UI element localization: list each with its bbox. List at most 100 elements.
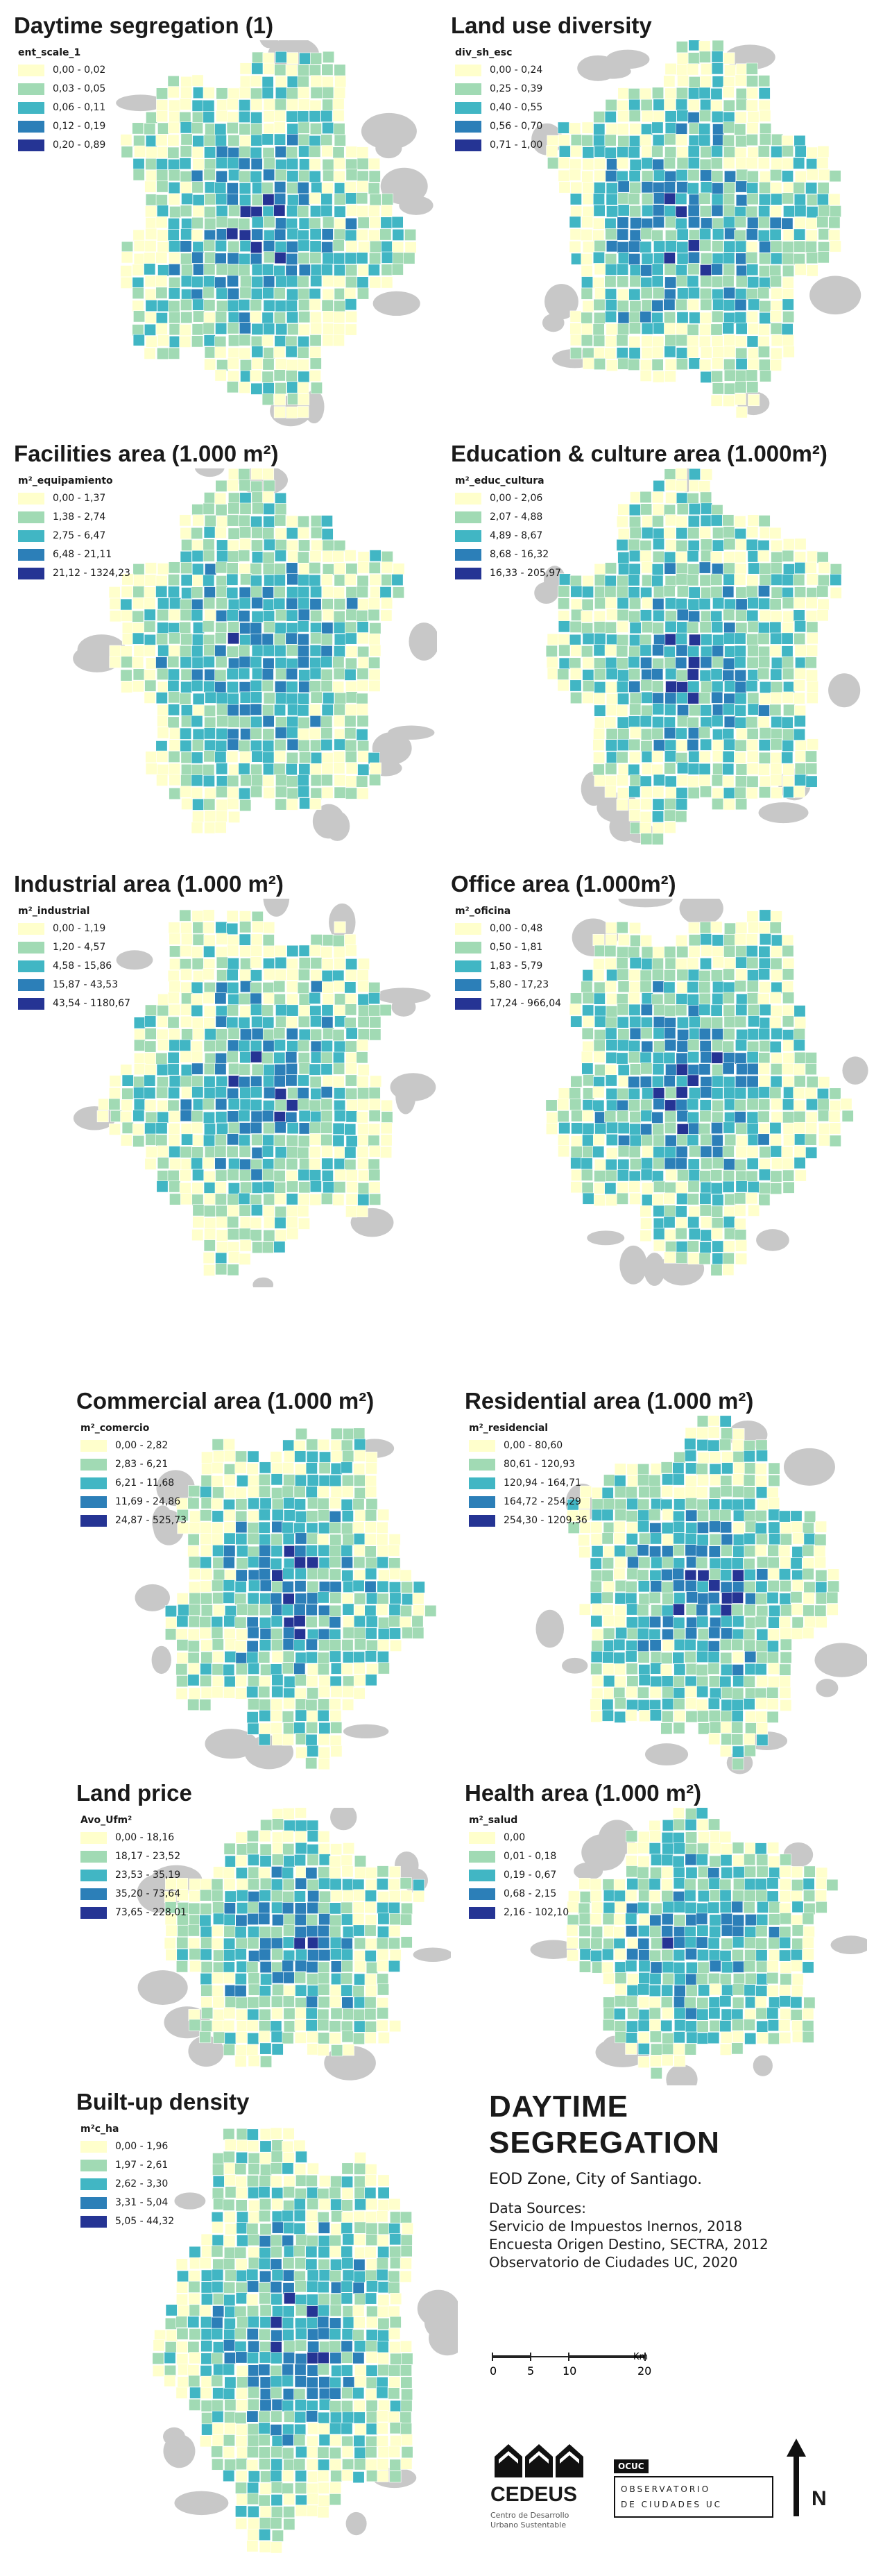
zone-cell: [238, 158, 250, 170]
zone-cell: [675, 468, 687, 480]
zone-cell: [791, 1915, 803, 1927]
zone-cell: [200, 1568, 213, 1581]
zone-cell: [744, 1604, 756, 1616]
zone-cell: [699, 1192, 712, 1205]
zone-cell: [216, 969, 229, 982]
zone-cell: [708, 1627, 721, 1639]
legend-label: 0,71 - 1,00: [490, 139, 543, 151]
zone-cell: [687, 1074, 699, 1087]
zone-cell: [227, 157, 239, 169]
surrounding-urban-patch: [325, 811, 350, 841]
zone-cell: [329, 1735, 342, 1747]
zone-cell: [381, 561, 393, 574]
zone-cell: [652, 550, 664, 563]
zone-cell: [698, 134, 711, 146]
zone-cell: [794, 194, 806, 206]
zone-cell: [214, 123, 227, 135]
zone-cell: [760, 171, 772, 183]
zone-cell: [664, 1099, 677, 1112]
zone-cell: [307, 1830, 319, 1842]
zone-cell: [685, 1697, 698, 1710]
zone-cell: [779, 1890, 791, 1903]
zone-cell: [250, 679, 262, 692]
zone-cell: [212, 1579, 224, 1592]
zone-cell: [344, 1017, 357, 1029]
zone-cell: [663, 969, 676, 982]
zone-cell: [228, 1027, 240, 1040]
zone-cell: [330, 1662, 343, 1675]
zone-cell: [227, 514, 239, 527]
zone-cell: [298, 86, 310, 99]
zone-cell: [191, 1004, 203, 1017]
zone-cell: [782, 550, 794, 562]
zone-cell: [226, 668, 239, 680]
zone-cell: [712, 1253, 724, 1265]
legend-item: 0,00 - 1,19: [18, 921, 130, 936]
zone-cell: [294, 2031, 307, 2044]
zone-cell: [228, 1121, 240, 1134]
zone-cell: [341, 2031, 354, 2043]
zone-cell: [179, 621, 191, 634]
zone-cell: [261, 668, 274, 681]
zone-cell: [746, 87, 759, 99]
zone-cell: [334, 1015, 347, 1028]
zone-cell: [696, 1463, 708, 1475]
zone-cell: [144, 180, 157, 193]
zone-cell: [260, 1973, 273, 1985]
zone-cell: [191, 1146, 204, 1159]
zone-cell: [320, 1040, 333, 1052]
zone-cell: [239, 1145, 251, 1158]
zone-cell: [712, 217, 724, 230]
zone-cell: [744, 1949, 757, 1962]
legend-item: 120,94 - 164,71: [469, 1475, 587, 1491]
zone-cell: [381, 1111, 393, 1124]
zone-cell: [180, 550, 192, 563]
zone-cell: [629, 634, 642, 647]
zone-cell: [672, 1568, 685, 1580]
zone-cell: [203, 1087, 216, 1100]
zone-cell: [227, 252, 239, 264]
zone-cell: [317, 1534, 329, 1546]
zone-cell: [144, 1064, 157, 1076]
zone-cell: [309, 217, 321, 230]
zone-cell: [180, 298, 192, 311]
zone-cell: [144, 252, 156, 264]
zone-cell: [285, 346, 298, 358]
legend-label: 0,12 - 0,19: [53, 121, 106, 132]
zone-cell: [356, 586, 368, 598]
zone-cell: [696, 1699, 708, 1711]
zone-cell: [307, 1854, 319, 1866]
zone-cell: [699, 205, 712, 218]
zone-cell: [699, 786, 712, 798]
zone-cell: [251, 62, 264, 75]
zone-cell: [273, 574, 286, 586]
zone-cell: [685, 1427, 697, 1439]
zone-cell: [108, 1123, 121, 1135]
zone-cell: [617, 1064, 630, 1076]
zone-cell: [234, 1640, 247, 1652]
zone-cell: [746, 1062, 759, 1075]
legend-swatch: [80, 1495, 107, 1508]
zone-cell: [696, 1854, 708, 1866]
zone-cell: [758, 981, 771, 994]
zone-cell: [685, 1544, 697, 1557]
zone-cell: [179, 1039, 191, 1051]
legend-swatch: [18, 120, 44, 133]
zone-cell: [240, 276, 252, 288]
zone-cell: [719, 1638, 732, 1651]
zone-cell: [234, 1985, 247, 1997]
zone-cell: [309, 715, 322, 727]
zone-cell: [747, 514, 760, 527]
zone-cell: [687, 298, 699, 311]
legend-item: 0,50 - 1,81: [455, 940, 561, 955]
zone-cell: [379, 228, 392, 241]
zone-cell: [121, 681, 133, 693]
zone-cell: [582, 158, 594, 171]
zone-cell: [653, 240, 666, 253]
surrounding-urban-patch: [375, 137, 402, 159]
zone-cell: [767, 2019, 780, 2032]
zone-cell: [662, 2043, 674, 2056]
zone-cell: [769, 1901, 781, 1914]
zone-cell: [223, 2043, 235, 2056]
zone-cell: [601, 1557, 614, 1570]
